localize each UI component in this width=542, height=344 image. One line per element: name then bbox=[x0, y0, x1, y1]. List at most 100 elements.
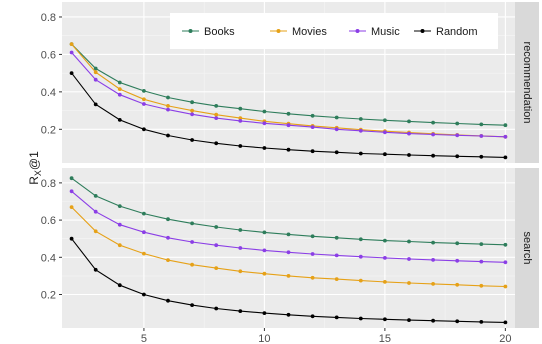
data-point-movies bbox=[214, 266, 219, 270]
legend: Books Movies Music Random bbox=[170, 13, 498, 49]
data-point-random bbox=[310, 314, 315, 319]
legend-label: Books bbox=[204, 26, 235, 38]
series-books bbox=[69, 176, 508, 247]
legend-key-point bbox=[355, 29, 360, 33]
series-random bbox=[69, 71, 508, 160]
series-random bbox=[69, 236, 508, 325]
data-point-movies bbox=[142, 97, 146, 102]
data-point-music bbox=[479, 259, 484, 264]
data-point-music bbox=[214, 243, 219, 248]
data-point-random bbox=[503, 320, 508, 325]
data-point-music bbox=[358, 128, 363, 133]
data-point-music bbox=[358, 254, 363, 259]
data-point-music bbox=[407, 131, 411, 136]
data-point-movies bbox=[166, 258, 170, 262]
data-point-movies bbox=[383, 280, 387, 284]
data-point-books bbox=[166, 95, 170, 100]
data-point-movies bbox=[142, 251, 146, 256]
data-point-books bbox=[286, 232, 291, 237]
data-point-music bbox=[93, 209, 98, 214]
data-point-random bbox=[166, 298, 170, 303]
data-point-books bbox=[93, 66, 98, 71]
data-point-music bbox=[166, 107, 170, 112]
y-axis-title-main: R bbox=[27, 176, 41, 185]
data-point-music bbox=[214, 116, 219, 120]
facet-strip: recommendation bbox=[515, 2, 539, 163]
data-point-random bbox=[214, 306, 219, 311]
x-tick-label: 20 bbox=[499, 333, 511, 344]
data-point-random bbox=[166, 133, 170, 138]
data-point-random bbox=[407, 153, 411, 157]
y-axis-title: RX@1 bbox=[27, 151, 43, 185]
data-point-movies bbox=[93, 70, 98, 75]
legend-label: Movies bbox=[292, 26, 327, 38]
data-point-random bbox=[214, 141, 219, 146]
data-point-books bbox=[310, 234, 315, 239]
y-tick-label: 0.8 bbox=[41, 12, 56, 24]
panels: 0.2 0.4 0.6 0.8 recommendation 0.2 0.4 0.6 0.8 se… bbox=[41, 2, 539, 328]
data-point-books bbox=[117, 204, 122, 209]
data-point-music bbox=[238, 246, 243, 250]
legend-entry-movies: Movies bbox=[270, 26, 327, 38]
legend-key-point bbox=[420, 29, 425, 33]
data-point-movies bbox=[166, 104, 170, 108]
data-point-random bbox=[286, 312, 291, 317]
data-point-movies bbox=[214, 112, 219, 117]
data-point-music bbox=[455, 258, 460, 263]
legend-key-point bbox=[276, 29, 281, 33]
x-axis: 5 10 15 20 bbox=[141, 328, 511, 344]
data-point-movies bbox=[431, 282, 435, 286]
data-point-books bbox=[407, 239, 411, 244]
series-music bbox=[69, 189, 508, 265]
data-point-music bbox=[286, 123, 291, 128]
y-tick-label: 0.6 bbox=[41, 49, 56, 61]
data-point-random bbox=[262, 146, 267, 150]
data-point-random bbox=[142, 127, 146, 132]
data-point-books bbox=[407, 119, 411, 124]
y-tick-label: 0.2 bbox=[41, 290, 56, 302]
data-point-books bbox=[214, 104, 219, 108]
data-point-movies bbox=[69, 42, 74, 46]
data-point-books bbox=[310, 113, 315, 118]
x-tick-label: 15 bbox=[379, 333, 391, 344]
data-point-movies bbox=[238, 116, 243, 120]
data-point-books bbox=[238, 106, 243, 111]
data-point-random bbox=[431, 153, 435, 158]
data-point-music bbox=[383, 130, 387, 135]
data-point-music bbox=[117, 92, 122, 97]
data-point-random bbox=[238, 309, 243, 313]
data-point-books bbox=[214, 225, 219, 229]
data-point-random bbox=[190, 138, 195, 142]
y-tick-label: 0.4 bbox=[41, 252, 56, 264]
data-point-random bbox=[310, 149, 315, 154]
facet-strip-label: recommendation bbox=[521, 42, 533, 124]
data-point-movies bbox=[190, 262, 195, 267]
data-point-music bbox=[479, 134, 484, 138]
data-point-music bbox=[262, 121, 267, 126]
data-point-music bbox=[431, 258, 435, 262]
data-point-movies bbox=[479, 283, 484, 288]
data-point-books bbox=[190, 221, 195, 226]
y-tick-label: 0.4 bbox=[41, 87, 56, 99]
data-point-random bbox=[479, 154, 484, 159]
data-point-music bbox=[166, 235, 170, 240]
data-point-movies bbox=[117, 243, 122, 248]
data-point-music bbox=[262, 248, 267, 253]
data-point-books bbox=[286, 111, 291, 116]
data-point-books bbox=[479, 242, 484, 247]
data-point-music bbox=[431, 132, 435, 137]
data-point-random bbox=[358, 151, 363, 156]
data-point-music bbox=[190, 112, 195, 117]
data-point-random bbox=[69, 236, 74, 241]
legend-entry-music: Music bbox=[349, 26, 400, 38]
y-tick-label: 0.6 bbox=[41, 215, 56, 227]
data-point-books bbox=[166, 217, 170, 222]
data-point-music bbox=[383, 256, 387, 260]
data-point-books bbox=[431, 120, 435, 125]
data-point-random bbox=[69, 71, 74, 75]
data-point-music bbox=[238, 119, 243, 123]
data-point-books bbox=[479, 122, 484, 127]
y-axis-title-group: RX@1 bbox=[27, 151, 43, 185]
data-point-music bbox=[407, 257, 411, 261]
data-point-books bbox=[383, 238, 387, 243]
